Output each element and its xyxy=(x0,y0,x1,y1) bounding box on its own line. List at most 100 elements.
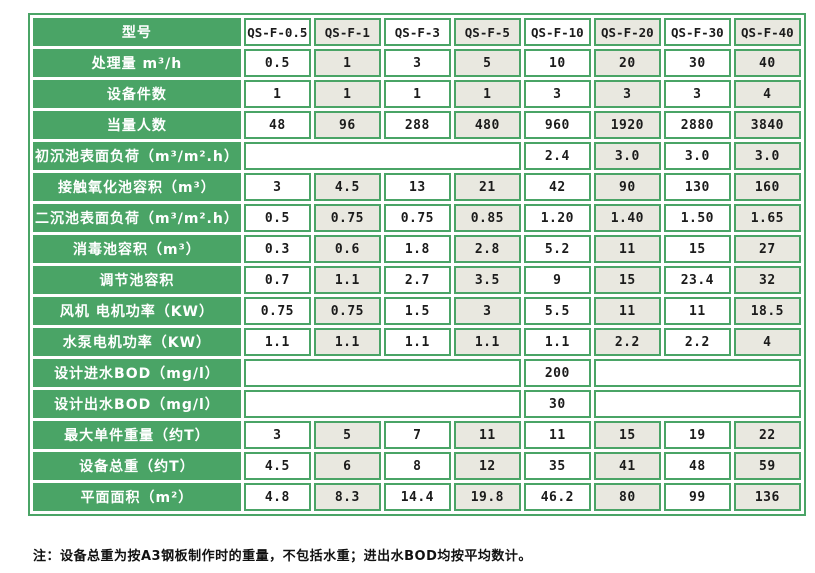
value-cell: 2880 xyxy=(663,111,731,139)
value-cell: 480 xyxy=(453,111,521,139)
value-cell: 3 xyxy=(243,173,311,201)
value-cell: 288 xyxy=(383,111,451,139)
header-row: 型号 QS-F-0.5 QS-F-1 QS-F-3 QS-F-5 QS-F-10 QS-F… xyxy=(33,18,801,46)
value-cell: 1920 xyxy=(593,111,661,139)
table-row: 消毒池容积（m³） 0.3 0.6 1.8 2.8 5.2 11 15 27 xyxy=(33,235,801,263)
value-cell: 11 xyxy=(523,421,591,449)
row-label: 设计出水BOD（mg/l） xyxy=(33,390,241,418)
value-cell: 0.75 xyxy=(243,297,311,325)
value-cell: 2.2 xyxy=(593,328,661,356)
value-cell: 30 xyxy=(523,390,591,418)
value-cell: 15 xyxy=(663,235,731,263)
value-cell: 8 xyxy=(383,452,451,480)
value-cell: 80 xyxy=(593,483,661,511)
value-cell: 3840 xyxy=(733,111,801,139)
value-cell: 5.5 xyxy=(523,297,591,325)
empty-cell xyxy=(243,359,521,387)
value-cell: 0.75 xyxy=(383,204,451,232)
value-cell: 136 xyxy=(733,483,801,511)
value-cell: 4.5 xyxy=(313,173,381,201)
value-cell: 3 xyxy=(453,297,521,325)
value-cell: 21 xyxy=(453,173,521,201)
value-cell: 11 xyxy=(593,235,661,263)
empty-cell xyxy=(593,390,801,418)
value-cell: 7 xyxy=(383,421,451,449)
value-cell: 15 xyxy=(593,266,661,294)
value-cell: 6 xyxy=(313,452,381,480)
value-cell: 2.4 xyxy=(523,142,591,170)
value-cell: 2.2 xyxy=(663,328,731,356)
row-label: 消毒池容积（m³） xyxy=(33,235,241,263)
value-cell: 0.75 xyxy=(313,204,381,232)
row-label: 平面面积（m²） xyxy=(33,483,241,511)
value-cell: 19 xyxy=(663,421,731,449)
model-header-cell: QS-F-3 xyxy=(383,18,451,46)
model-header-cell: QS-F-1 xyxy=(313,18,381,46)
value-cell: 35 xyxy=(523,452,591,480)
value-cell: 960 xyxy=(523,111,591,139)
row-label: 处理量 m³/h xyxy=(33,49,241,77)
value-cell: 19.8 xyxy=(453,483,521,511)
model-header-cell: QS-F-20 xyxy=(593,18,661,46)
value-cell: 1.1 xyxy=(383,328,451,356)
value-cell: 5 xyxy=(453,49,521,77)
value-cell: 42 xyxy=(523,173,591,201)
value-cell: 160 xyxy=(733,173,801,201)
value-cell: 10 xyxy=(523,49,591,77)
value-cell: 1.1 xyxy=(243,328,311,356)
value-cell: 0.7 xyxy=(243,266,311,294)
value-cell: 90 xyxy=(593,173,661,201)
row-label: 初沉池表面负荷（m³/m².h） xyxy=(33,142,241,170)
value-cell: 20 xyxy=(593,49,661,77)
table-row: 接触氧化池容积（m³） 3 4.5 13 21 42 90 130 160 xyxy=(33,173,801,201)
value-cell: 1.20 xyxy=(523,204,591,232)
value-cell: 3 xyxy=(523,80,591,108)
table-row: 处理量 m³/h 0.5 1 3 5 10 20 30 40 xyxy=(33,49,801,77)
value-cell: 3 xyxy=(593,80,661,108)
row-label: 接触氧化池容积（m³） xyxy=(33,173,241,201)
table-row: 二沉池表面负荷（m³/m².h） 0.5 0.75 0.75 0.85 1.20 1.40 1… xyxy=(33,204,801,232)
model-header-cell: QS-F-5 xyxy=(453,18,521,46)
value-cell: 1 xyxy=(383,80,451,108)
row-label: 调节池容积 xyxy=(33,266,241,294)
row-label: 风机 电机功率（KW） xyxy=(33,297,241,325)
value-cell: 3.0 xyxy=(733,142,801,170)
table-row: 水泵电机功率（KW） 1.1 1.1 1.1 1.1 1.1 2.2 2.2 4 xyxy=(33,328,801,356)
value-cell: 30 xyxy=(663,49,731,77)
value-cell: 4.5 xyxy=(243,452,311,480)
value-cell: 2.8 xyxy=(453,235,521,263)
table-row: 最大单件重量（约T） 3 5 7 11 11 15 19 22 xyxy=(33,421,801,449)
row-label: 二沉池表面负荷（m³/m².h） xyxy=(33,204,241,232)
row-label: 设备总重（约T） xyxy=(33,452,241,480)
value-cell: 1.65 xyxy=(733,204,801,232)
value-cell: 2.7 xyxy=(383,266,451,294)
empty-cell xyxy=(593,359,801,387)
value-cell: 48 xyxy=(243,111,311,139)
value-cell: 5 xyxy=(313,421,381,449)
model-header-cell: QS-F-40 xyxy=(733,18,801,46)
value-cell: 22 xyxy=(733,421,801,449)
value-cell: 12 xyxy=(453,452,521,480)
table-row: 当量人数 48 96 288 480 960 1920 2880 3840 xyxy=(33,111,801,139)
value-cell: 0.5 xyxy=(243,49,311,77)
value-cell: 3.5 xyxy=(453,266,521,294)
value-cell: 5.2 xyxy=(523,235,591,263)
value-cell: 1.8 xyxy=(383,235,451,263)
value-cell: 1.1 xyxy=(313,328,381,356)
value-cell: 1 xyxy=(313,49,381,77)
table-row: 初沉池表面负荷（m³/m².h） 2.4 3.0 3.0 3.0 xyxy=(33,142,801,170)
model-header-cell: QS-F-30 xyxy=(663,18,731,46)
value-cell: 48 xyxy=(663,452,731,480)
value-cell: 32 xyxy=(733,266,801,294)
model-header-cell: QS-F-0.5 xyxy=(243,18,311,46)
value-cell: 40 xyxy=(733,49,801,77)
value-cell: 9 xyxy=(523,266,591,294)
value-cell: 3.0 xyxy=(593,142,661,170)
row-label: 水泵电机功率（KW） xyxy=(33,328,241,356)
value-cell: 3.0 xyxy=(663,142,731,170)
row-label: 设计进水BOD（mg/l） xyxy=(33,359,241,387)
table-row: 风机 电机功率（KW） 0.75 0.75 1.5 3 5.5 11 11 18.5 xyxy=(33,297,801,325)
value-cell: 59 xyxy=(733,452,801,480)
footnote: 注：设备总重为按A3钢板制作时的重量，不包括水重；进出水BOD均按平均数计。 xyxy=(33,549,532,564)
value-cell: 3 xyxy=(383,49,451,77)
